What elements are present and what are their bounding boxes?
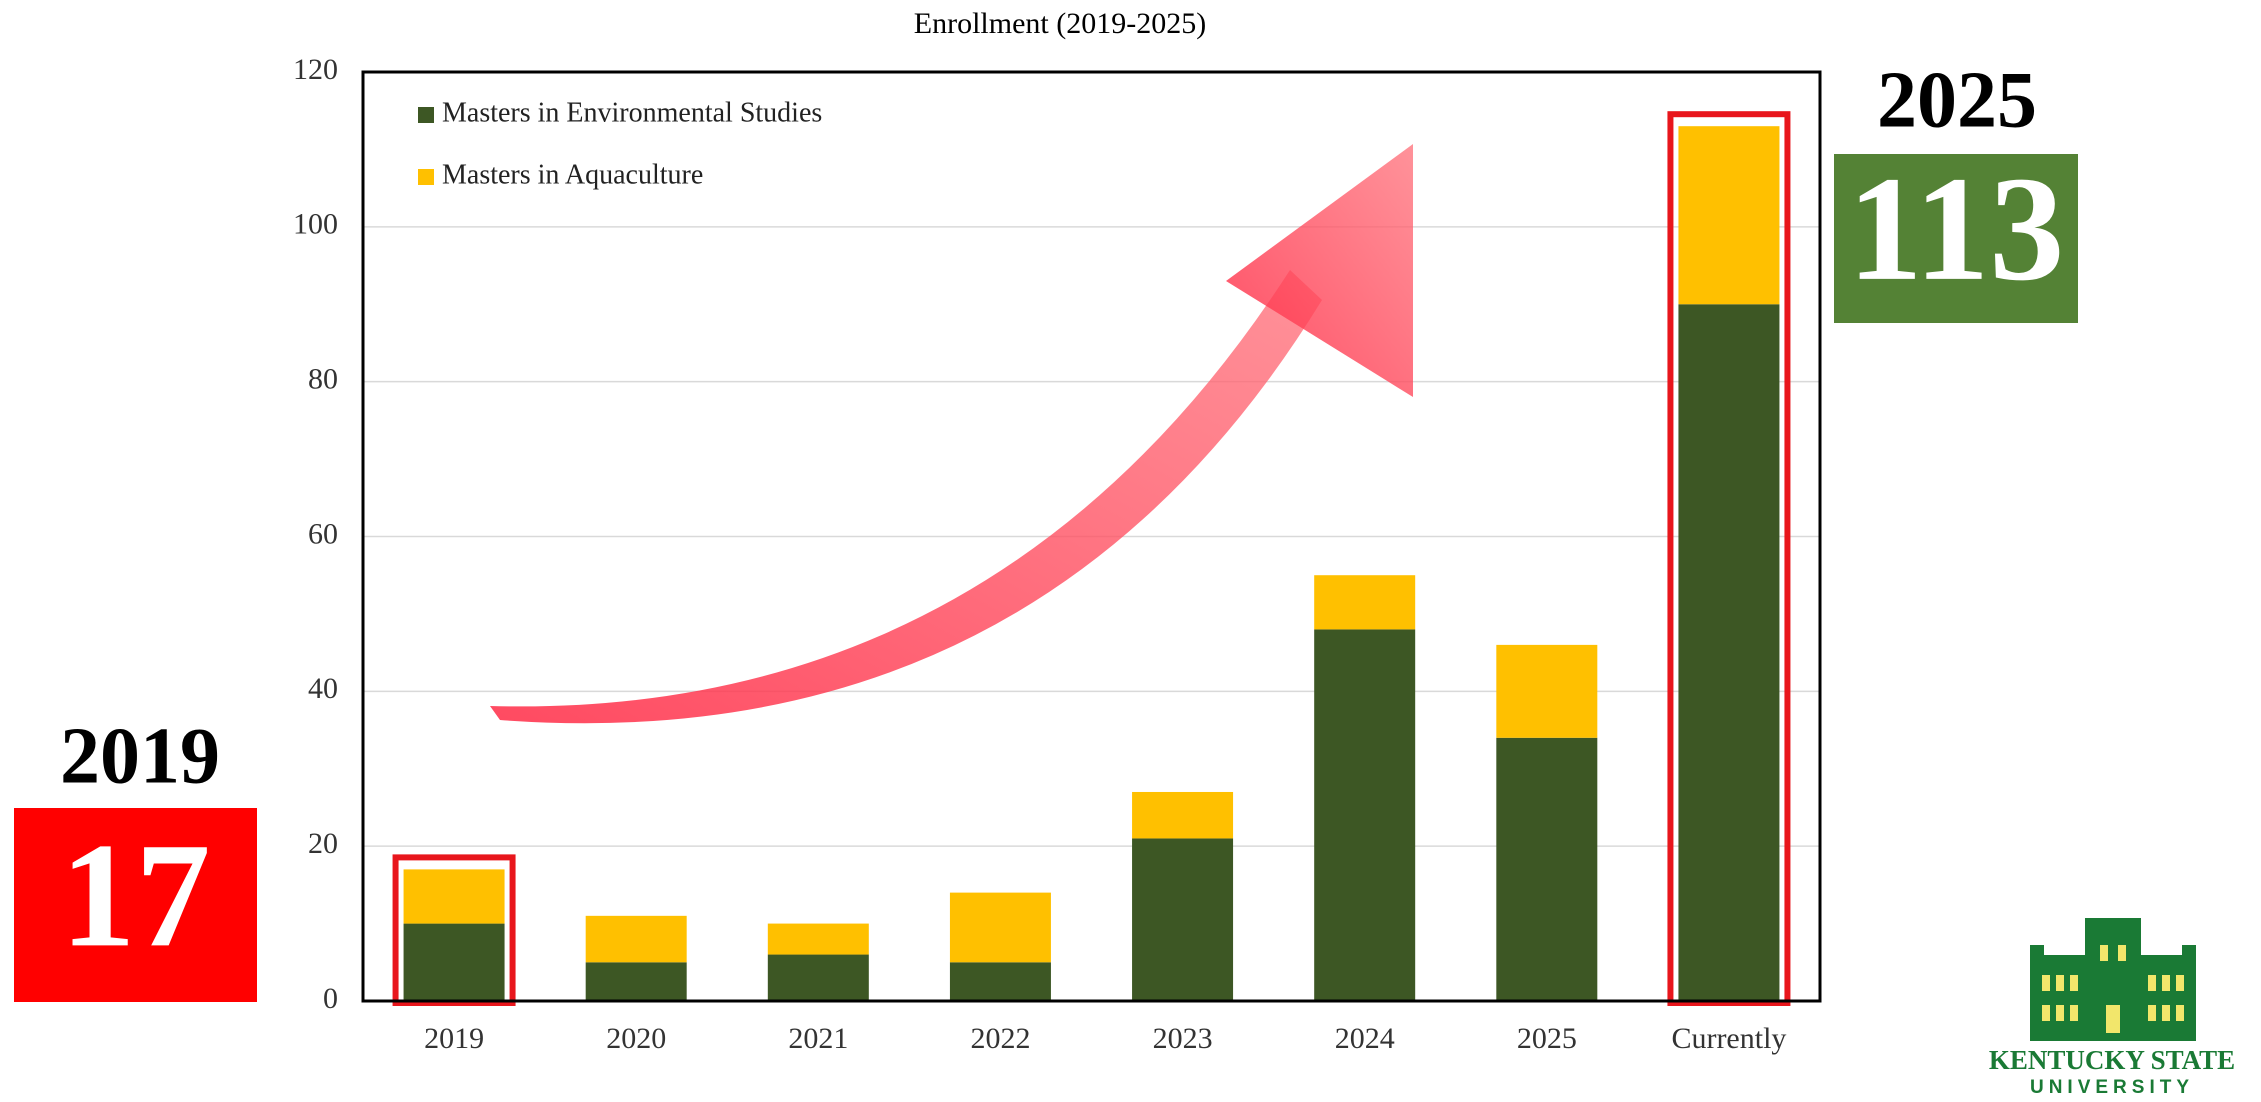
- bar-segment: [403, 923, 505, 1001]
- bar-segment: [949, 892, 1051, 963]
- y-tick-label: 40: [308, 672, 338, 705]
- chart-title: Enrollment (2019-2025): [914, 7, 1206, 40]
- trend-arrow: [490, 144, 1413, 724]
- legend-label: Masters in Environmental Studies: [442, 97, 822, 128]
- logo-windows: [2042, 945, 2184, 1033]
- logo-subtitle: UNIVERSITY: [2030, 1077, 2194, 1097]
- y-tick-label: 20: [308, 827, 338, 860]
- bar-segment: [1496, 737, 1598, 1001]
- bar-segment: [1132, 838, 1234, 1001]
- bar-segment: [1314, 575, 1416, 630]
- arrow-body: [490, 270, 1322, 724]
- x-tick-label: 2023: [1153, 1022, 1213, 1055]
- bar-segment: [767, 923, 869, 955]
- y-tick-label: 100: [293, 208, 338, 241]
- callout-value: 113: [1848, 146, 2065, 312]
- legend-swatch: [418, 107, 434, 123]
- y-tick-label: 120: [293, 53, 338, 86]
- highlight-box: [392, 854, 516, 1006]
- arrow-head: [1226, 144, 1413, 397]
- callout-year: 2025: [1877, 56, 2037, 144]
- x-tick-label: 2025: [1517, 1022, 1577, 1055]
- legend-swatch: [418, 169, 434, 185]
- legend-label: Masters in Aquaculture: [442, 159, 703, 190]
- callout-box: [14, 808, 257, 1002]
- plot-frame: [361, 70, 1822, 1003]
- y-tick-label: 0: [323, 982, 338, 1015]
- logo-name: KENTUCKY STATE: [1989, 1045, 2235, 1075]
- x-tick-label: Currently: [1671, 1022, 1786, 1055]
- bars: 2019 2020 2021 2022 2023 2024 2025 Currently Mas…: [361, 70, 1822, 1055]
- callout-box: [1834, 154, 2078, 323]
- bar-segment: [1496, 644, 1598, 738]
- x-tick-label: 2020: [606, 1022, 666, 1055]
- bar-segment: [585, 915, 687, 963]
- y-tick-label: 80: [308, 363, 338, 396]
- callout-year: 2019: [60, 712, 220, 800]
- x-tick-label: 2024: [1335, 1022, 1395, 1055]
- x-tick-label: 2022: [970, 1022, 1030, 1055]
- y-tick-label: 60: [308, 517, 338, 550]
- bar-segment: [1132, 791, 1234, 839]
- callout-value: 17: [61, 812, 211, 978]
- bar-segment: [1314, 629, 1416, 1001]
- highlight-box: [1667, 111, 1791, 1007]
- bar-segment: [403, 869, 505, 924]
- logo: KENTUCKY STATE UNIVERSITY: [1989, 918, 2235, 1098]
- x-tick-label: 2019: [424, 1022, 484, 1055]
- bar-segment: [949, 962, 1051, 1001]
- bar-segment: [1678, 304, 1780, 1001]
- bar-segment: [767, 954, 869, 1001]
- bar-segment: [1678, 126, 1780, 305]
- x-tick-label: 2021: [788, 1022, 848, 1055]
- bar-segment: [585, 962, 687, 1001]
